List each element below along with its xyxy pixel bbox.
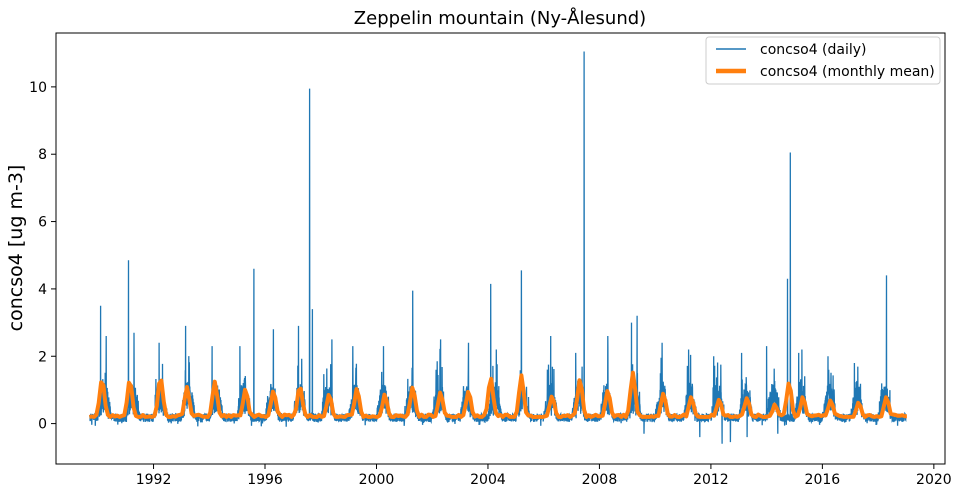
x-tick-label: 2016 xyxy=(805,472,841,488)
x-tick-label: 2008 xyxy=(582,472,618,488)
y-tick-label: 6 xyxy=(38,215,47,231)
x-tick-label: 2020 xyxy=(916,472,952,488)
y-tick-label: 0 xyxy=(38,417,47,433)
legend-box xyxy=(705,36,941,85)
legend: concso4 (daily) concso4 (monthly mean) xyxy=(705,36,941,85)
y-axis: 0 2 4 6 8 10 xyxy=(29,80,56,433)
x-tick-label: 1992 xyxy=(136,472,172,488)
legend-label-daily: concso4 (daily) xyxy=(760,42,867,58)
x-tick-label: 2004 xyxy=(470,472,506,488)
series-layer xyxy=(88,51,907,444)
y-tick-label: 8 xyxy=(38,147,47,163)
legend-label-monthly: concso4 (monthly mean) xyxy=(760,64,935,80)
y-axis-label: concso4 [ug m-3] xyxy=(5,165,27,332)
series-line-daily xyxy=(88,51,907,444)
x-tick-label: 2000 xyxy=(359,472,395,488)
plot-frame xyxy=(55,32,946,465)
plot-area xyxy=(55,32,946,465)
y-tick-label: 4 xyxy=(38,282,47,298)
x-tick-label: 1996 xyxy=(247,472,283,488)
x-tick-label: 2012 xyxy=(693,472,729,488)
y-tick-label: 10 xyxy=(29,80,47,96)
x-axis: 1992 1996 2000 2004 2008 2012 2016 2020 xyxy=(136,464,952,488)
y-tick-label: 2 xyxy=(38,349,47,365)
series-line-monthly xyxy=(88,370,907,420)
chart-title: Zeppelin mountain (Ny-Ålesund) xyxy=(354,7,646,29)
